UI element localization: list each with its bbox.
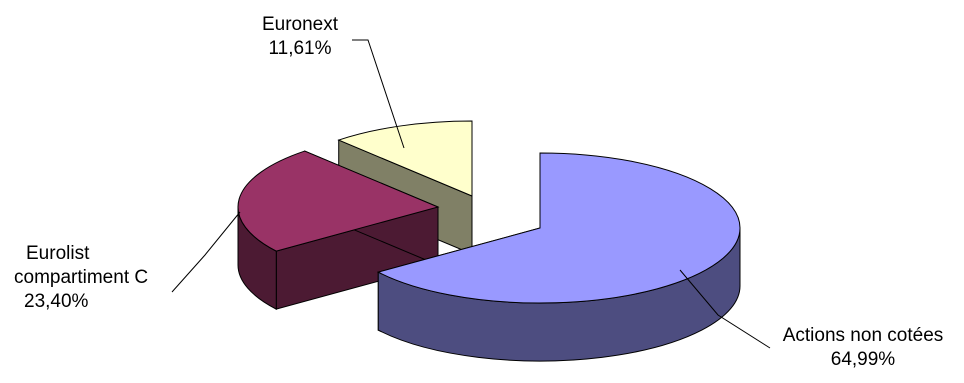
slice-value-euronext: 11,61% bbox=[268, 38, 332, 59]
slice-value-eurolist: 23,40% bbox=[24, 291, 89, 312]
slice-top-actions-non-cotees bbox=[376, 152, 741, 304]
slice-name-eurolist-line2: compartiment C bbox=[14, 267, 149, 288]
slice-name-euronext: Euronext bbox=[261, 14, 339, 35]
slice-label-euronext: Euronext 11,61% bbox=[240, 13, 360, 61]
slice-label-actions-non-cotees: Actions non cotées 64,99% bbox=[770, 324, 956, 372]
pie-slice-actions-non-cotees bbox=[376, 152, 741, 362]
slice-label-eurolist: Eurolist compartiment C 23,40% bbox=[14, 242, 174, 314]
leader-line-actions-non-cotees bbox=[679, 269, 771, 349]
slice-value-actions-non-cotees: 64,99% bbox=[830, 349, 896, 370]
slice-top-eurolist bbox=[237, 150, 440, 252]
leader-line-eurolist bbox=[171, 211, 241, 293]
slice-top-euronext bbox=[337, 120, 473, 197]
pie-slice-eurolist bbox=[237, 150, 440, 310]
slice-name-actions-non-cotees: Actions non cotées bbox=[782, 325, 944, 346]
slice-name-eurolist-line1: Eurolist bbox=[26, 243, 90, 264]
leader-line-euronext bbox=[352, 39, 405, 149]
